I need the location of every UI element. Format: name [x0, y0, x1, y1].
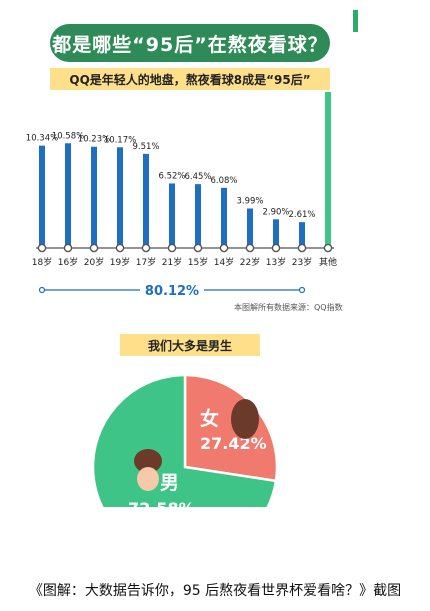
category-label-8: 22岁	[240, 256, 260, 268]
axis-node-7	[219, 243, 229, 253]
decorative-tab	[353, 10, 358, 32]
bracket-end-left	[38, 286, 46, 294]
pie-slice-0	[183, 373, 279, 483]
axis-node-3	[115, 243, 125, 253]
subtitle-banner: QQ是年轻人的地盘，熬夜看球8成是“95后”	[50, 68, 330, 90]
category-label-3: 19岁	[110, 256, 130, 268]
bar-2	[91, 146, 97, 248]
axis-node-1	[63, 243, 73, 253]
axis-node-0	[37, 243, 47, 253]
axis-node-10	[297, 243, 307, 253]
category-label-7: 14岁	[214, 256, 234, 268]
bar-value-label-2: 10.23%	[78, 135, 110, 145]
age-bar-chart: 10.34% 18岁 10.58% 16岁 10.23% 20岁 10.17% 19岁 9.51…	[26, 92, 337, 299]
category-label-0: 18岁	[32, 256, 52, 268]
source-note: 本图解所有数据来源：QQ指数	[234, 303, 343, 312]
gender-pie-chart: 女 27.42% 男 72.58%	[91, 373, 279, 507]
axis-node-8	[245, 243, 255, 253]
bar-value-label-7: 6.08%	[210, 176, 237, 186]
screenshot-caption: 《图解：大数据告诉你，95 后熬夜看世界杯爱看啥？》截图	[28, 583, 402, 599]
bar-11	[325, 92, 331, 248]
category-label-6: 15岁	[188, 256, 208, 268]
axis-node-5	[167, 243, 177, 253]
bar-0	[39, 145, 45, 248]
axis-node-9	[271, 243, 281, 253]
bar-value-label-8: 3.99%	[236, 196, 263, 206]
bar-7	[221, 187, 227, 248]
infographic-panel: 都是哪些“95后”在熬夜看球？ QQ是年轻人的地盘，熬夜看球8成是“95后” 1…	[10, 2, 360, 507]
axis-node-4	[141, 243, 151, 253]
bar-value-label-10: 2.61%	[288, 210, 315, 220]
category-label-2: 20岁	[84, 256, 104, 268]
bar-value-label-4: 9.51%	[132, 142, 159, 152]
bracket-end-right	[298, 286, 306, 294]
bar-10	[299, 222, 305, 248]
female-avatar-icon	[231, 399, 259, 439]
category-label-10: 23岁	[292, 256, 312, 268]
male-label: 男	[160, 472, 179, 494]
bar-9	[273, 219, 279, 248]
gender-chart-title: 我们大多是男生	[120, 334, 260, 356]
male-avatar-icon	[134, 449, 162, 473]
axis-node-6	[193, 243, 203, 253]
axis-node-11	[323, 243, 333, 253]
bar-6	[195, 184, 201, 248]
bar-value-label-5: 6.52%	[158, 171, 185, 181]
bar-value-label-9: 2.90%	[262, 207, 289, 217]
category-label-4: 17岁	[136, 256, 156, 268]
category-label-11: 其他	[319, 256, 337, 268]
bar-value-label-0: 10.34%	[26, 134, 58, 144]
page-title: 都是哪些“95后”在熬夜看球？	[50, 24, 330, 62]
female-value-label: 27.42%	[200, 434, 267, 453]
category-label-5: 21岁	[162, 256, 182, 268]
bar-8	[247, 208, 253, 248]
bar-3	[117, 147, 123, 248]
male-value-label: 72.58%	[128, 499, 195, 507]
axis-node-2	[89, 243, 99, 253]
bracket-total-label: 80.12%	[145, 284, 199, 299]
bar-5	[169, 183, 175, 248]
bar-1	[65, 143, 71, 248]
male-face-icon	[137, 467, 159, 491]
category-label-9: 13岁	[266, 256, 286, 268]
bar-4	[143, 153, 149, 248]
bar-value-label-6: 6.45%	[184, 172, 211, 182]
category-label-1: 16岁	[58, 256, 78, 268]
female-label: 女	[200, 407, 219, 430]
bar-value-label-3: 10.17%	[104, 135, 136, 145]
bar-value-label-1: 10.58%	[52, 131, 84, 141]
